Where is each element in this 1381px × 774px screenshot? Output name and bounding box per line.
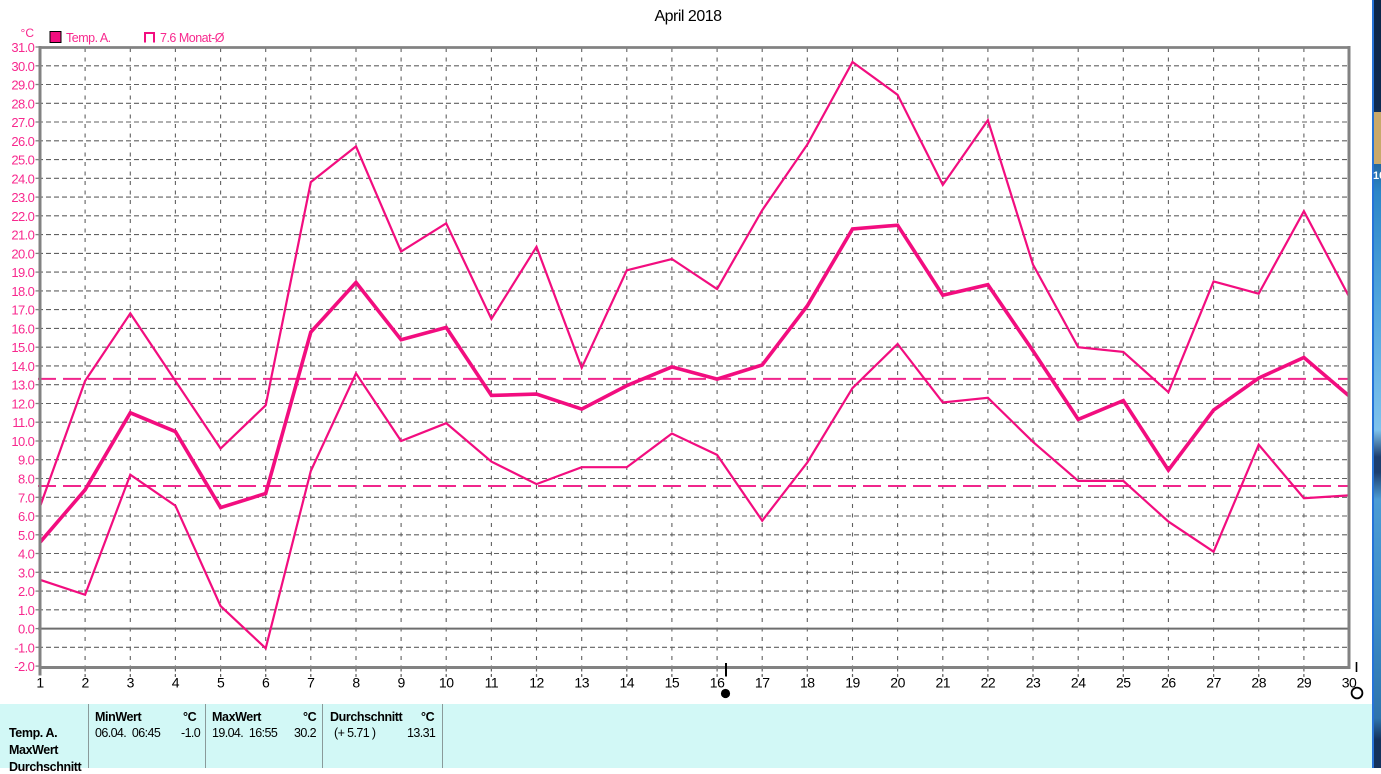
- svg-text:11: 11: [485, 675, 499, 691]
- svg-text:26: 26: [1161, 675, 1176, 691]
- svg-text:30: 30: [1342, 675, 1357, 691]
- svg-text:8.0: 8.0: [18, 472, 35, 487]
- svg-text:11.0: 11.0: [12, 415, 34, 430]
- svg-text:3.0: 3.0: [18, 565, 35, 580]
- svg-text:22.0: 22.0: [11, 209, 34, 224]
- svg-text:7: 7: [307, 675, 315, 691]
- svg-text:4.0: 4.0: [18, 547, 35, 562]
- svg-text:23: 23: [1026, 675, 1041, 691]
- svg-text:1: 1: [36, 675, 44, 691]
- svg-text:23.0: 23.0: [11, 190, 34, 205]
- svg-text:2.0: 2.0: [18, 584, 35, 599]
- svg-text:14.0: 14.0: [11, 359, 34, 374]
- svg-text:13.0: 13.0: [11, 378, 34, 393]
- svg-text:-1.0: -1.0: [14, 640, 34, 655]
- svg-text:6.0: 6.0: [18, 509, 35, 524]
- svg-text:10.0: 10.0: [11, 434, 34, 449]
- svg-text:3: 3: [127, 675, 135, 691]
- svg-text:8: 8: [352, 675, 360, 691]
- svg-text:27: 27: [1206, 675, 1221, 691]
- svg-text:12: 12: [529, 675, 544, 691]
- svg-text:29: 29: [1297, 675, 1312, 691]
- svg-text:7.6 Monat-Ø: 7.6 Monat-Ø: [160, 31, 225, 45]
- svg-text:30.0: 30.0: [11, 59, 34, 74]
- svg-text:28: 28: [1251, 675, 1266, 691]
- svg-text:21: 21: [936, 675, 951, 691]
- svg-text:19.0: 19.0: [11, 265, 34, 280]
- svg-text:5: 5: [217, 675, 225, 691]
- svg-text:9: 9: [397, 675, 405, 691]
- svg-text:31.0: 31.0: [11, 40, 34, 55]
- svg-text:April 2018: April 2018: [654, 8, 722, 25]
- svg-text:19: 19: [845, 675, 860, 691]
- svg-text:16: 16: [710, 675, 725, 691]
- svg-text:10: 10: [439, 675, 454, 691]
- svg-text:5.0: 5.0: [18, 528, 35, 543]
- svg-text:4: 4: [172, 675, 180, 691]
- svg-text:20: 20: [890, 675, 905, 691]
- svg-text:22: 22: [981, 675, 996, 691]
- svg-text:15: 15: [665, 675, 680, 691]
- svg-text:20.0: 20.0: [11, 246, 34, 261]
- svg-text:24.0: 24.0: [11, 171, 34, 186]
- svg-text:9.0: 9.0: [18, 453, 35, 468]
- svg-text:7.0: 7.0: [18, 490, 35, 505]
- svg-text:25: 25: [1116, 675, 1131, 691]
- svg-text:24: 24: [1071, 675, 1086, 691]
- svg-text:25.0: 25.0: [11, 153, 34, 168]
- svg-text:6: 6: [262, 675, 270, 691]
- svg-text:18.0: 18.0: [11, 284, 34, 299]
- svg-text:2: 2: [81, 675, 89, 691]
- svg-text:18: 18: [800, 675, 815, 691]
- svg-text:1.0: 1.0: [18, 603, 35, 618]
- svg-text:14: 14: [620, 675, 635, 691]
- svg-text:15.0: 15.0: [11, 340, 34, 355]
- svg-text:27.0: 27.0: [11, 115, 34, 130]
- svg-text:16.0: 16.0: [11, 321, 34, 336]
- svg-text:28.0: 28.0: [11, 96, 34, 111]
- svg-text:Temp. A.: Temp. A.: [66, 31, 111, 45]
- svg-text:12.0: 12.0: [11, 397, 34, 412]
- svg-text:29.0: 29.0: [11, 78, 34, 93]
- svg-text:26.0: 26.0: [11, 134, 34, 149]
- svg-text:13: 13: [574, 675, 589, 691]
- svg-text:17: 17: [755, 675, 770, 691]
- svg-text:-2.0: -2.0: [14, 659, 34, 674]
- svg-text:0.0: 0.0: [18, 622, 35, 637]
- svg-text:17.0: 17.0: [11, 303, 34, 318]
- svg-text:21.0: 21.0: [11, 228, 34, 243]
- svg-text:°C: °C: [21, 26, 35, 40]
